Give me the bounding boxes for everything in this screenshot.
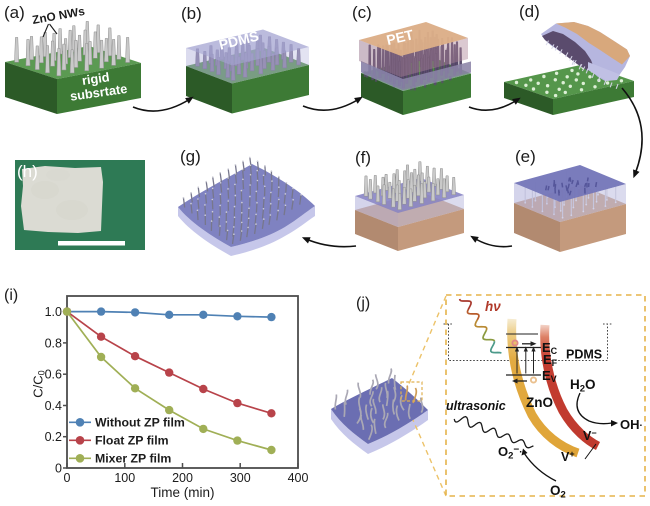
svg-text:400: 400 — [288, 471, 309, 485]
svg-text:Without ZP film: Without ZP film — [95, 416, 185, 430]
svg-text:300: 300 — [230, 471, 251, 485]
svg-text:rigid: rigid — [81, 69, 111, 88]
svg-text:(d): (d) — [519, 2, 540, 21]
svg-text:0.6: 0.6 — [45, 368, 62, 382]
svg-text:C/C0: C/C0 — [31, 370, 47, 397]
svg-text:(e): (e) — [515, 147, 536, 166]
svg-text:0: 0 — [64, 471, 71, 485]
svg-text:Float ZP film: Float ZP film — [95, 434, 169, 448]
svg-text:0.8: 0.8 — [45, 336, 62, 350]
svg-text:0.2: 0.2 — [45, 430, 62, 444]
svg-text:ZnO: ZnO — [526, 395, 553, 410]
svg-text:Mixer ZP film: Mixer ZP film — [95, 452, 171, 466]
svg-text:100: 100 — [114, 471, 135, 485]
svg-text:(b): (b) — [181, 4, 202, 23]
svg-text:(a): (a) — [4, 3, 25, 22]
svg-text:200: 200 — [172, 471, 193, 485]
svg-text:PET: PET — [385, 26, 416, 48]
svg-text:0: 0 — [55, 462, 62, 476]
svg-text:OH.: OH. — [620, 417, 643, 432]
svg-text:hν: hν — [485, 299, 501, 314]
svg-text:H2O: H2O — [570, 377, 596, 395]
svg-text:0.4: 0.4 — [45, 399, 62, 413]
svg-text:(g): (g) — [180, 147, 201, 166]
svg-text:PDMS: PDMS — [566, 348, 602, 362]
svg-text:Time (min): Time (min) — [151, 485, 215, 500]
svg-text:(f): (f) — [355, 148, 371, 167]
svg-text:1.0: 1.0 — [45, 305, 62, 319]
svg-text:ultrasonic: ultrasonic — [446, 399, 506, 413]
svg-text:(c): (c) — [352, 3, 372, 22]
svg-text:(h): (h) — [17, 162, 38, 181]
svg-text:(i): (i) — [4, 287, 18, 304]
svg-text:(j): (j) — [356, 295, 370, 312]
